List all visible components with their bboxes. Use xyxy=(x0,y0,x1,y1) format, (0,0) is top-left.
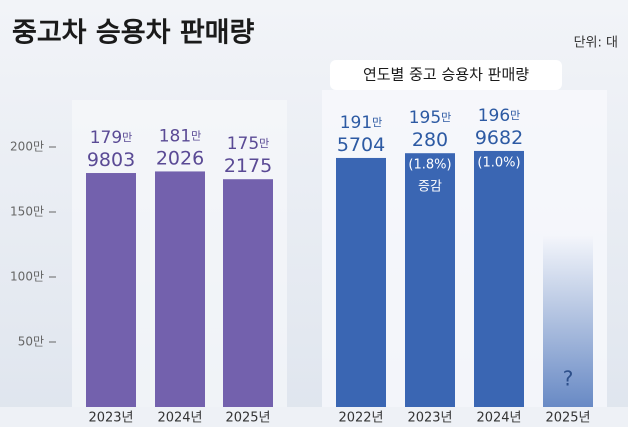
bar xyxy=(405,153,455,407)
value-label-part: 181 xyxy=(159,126,191,146)
value-label: 179만 9803 xyxy=(87,128,135,171)
value-label: 191만 5704 xyxy=(337,113,385,156)
value-label-part: 179 xyxy=(90,128,122,148)
bar xyxy=(155,171,205,407)
change-label: (1.8%) xyxy=(408,158,451,173)
x-tick-label: 2024년 xyxy=(476,411,521,426)
value-label-part: 만 xyxy=(122,131,132,144)
value-label-part: 만 xyxy=(191,129,201,142)
value-label-part: 만 xyxy=(510,109,520,122)
unit: 단위: 대 xyxy=(574,36,618,51)
y-tick-label: 100만 xyxy=(10,270,44,284)
y-tick-label: 50만 xyxy=(18,335,44,349)
value-label-part: 만 xyxy=(372,116,382,129)
value-label-part: 2175 xyxy=(224,155,272,177)
x-tick-label: 2025년 xyxy=(225,411,270,426)
value-label: 195만 280 xyxy=(409,108,452,151)
value-label-part: 196 xyxy=(478,106,510,126)
value-label: 196만 9682 xyxy=(475,106,523,149)
bar xyxy=(223,179,273,407)
value-label-part: 5704 xyxy=(337,133,385,155)
panel-header xyxy=(330,60,562,90)
value-label-part: 175 xyxy=(227,134,259,154)
change-label: (1.0%) xyxy=(477,155,520,170)
value-label-part: 만 xyxy=(441,111,451,124)
y-tick-label: 200만 xyxy=(10,140,44,154)
value-label-part: 195 xyxy=(409,108,441,128)
value-label: ? xyxy=(563,367,574,391)
value-label: 181만 2026 xyxy=(156,126,204,169)
axis-strip xyxy=(0,407,628,427)
value-label-part: 191 xyxy=(340,113,372,133)
value-label-part: 2026 xyxy=(156,147,204,169)
title: 중고차 승용차 판매량 xyxy=(12,18,255,49)
placeholder-bar xyxy=(543,235,593,407)
bar xyxy=(474,150,524,407)
value-label: 175만 2175 xyxy=(224,134,272,177)
bar xyxy=(86,173,136,407)
x-tick-label: 2023년 xyxy=(407,411,452,426)
x-tick-label: 2024년 xyxy=(157,411,202,426)
bar xyxy=(336,157,386,407)
value-label-part: 280 xyxy=(412,129,448,151)
x-tick-label: 2025년 xyxy=(545,411,590,426)
value-label-part: 9682 xyxy=(475,126,523,148)
panel-title: 연도별 중고 승용차 판매량 xyxy=(363,66,529,84)
x-tick-label: 2023년 xyxy=(88,411,133,426)
change-note: 증감 xyxy=(418,180,442,195)
x-tick-label: 2022년 xyxy=(338,411,383,426)
value-label-part: 만 xyxy=(259,137,269,150)
value-label-part: 9803 xyxy=(87,149,135,171)
y-tick-label: 150만 xyxy=(10,205,44,219)
